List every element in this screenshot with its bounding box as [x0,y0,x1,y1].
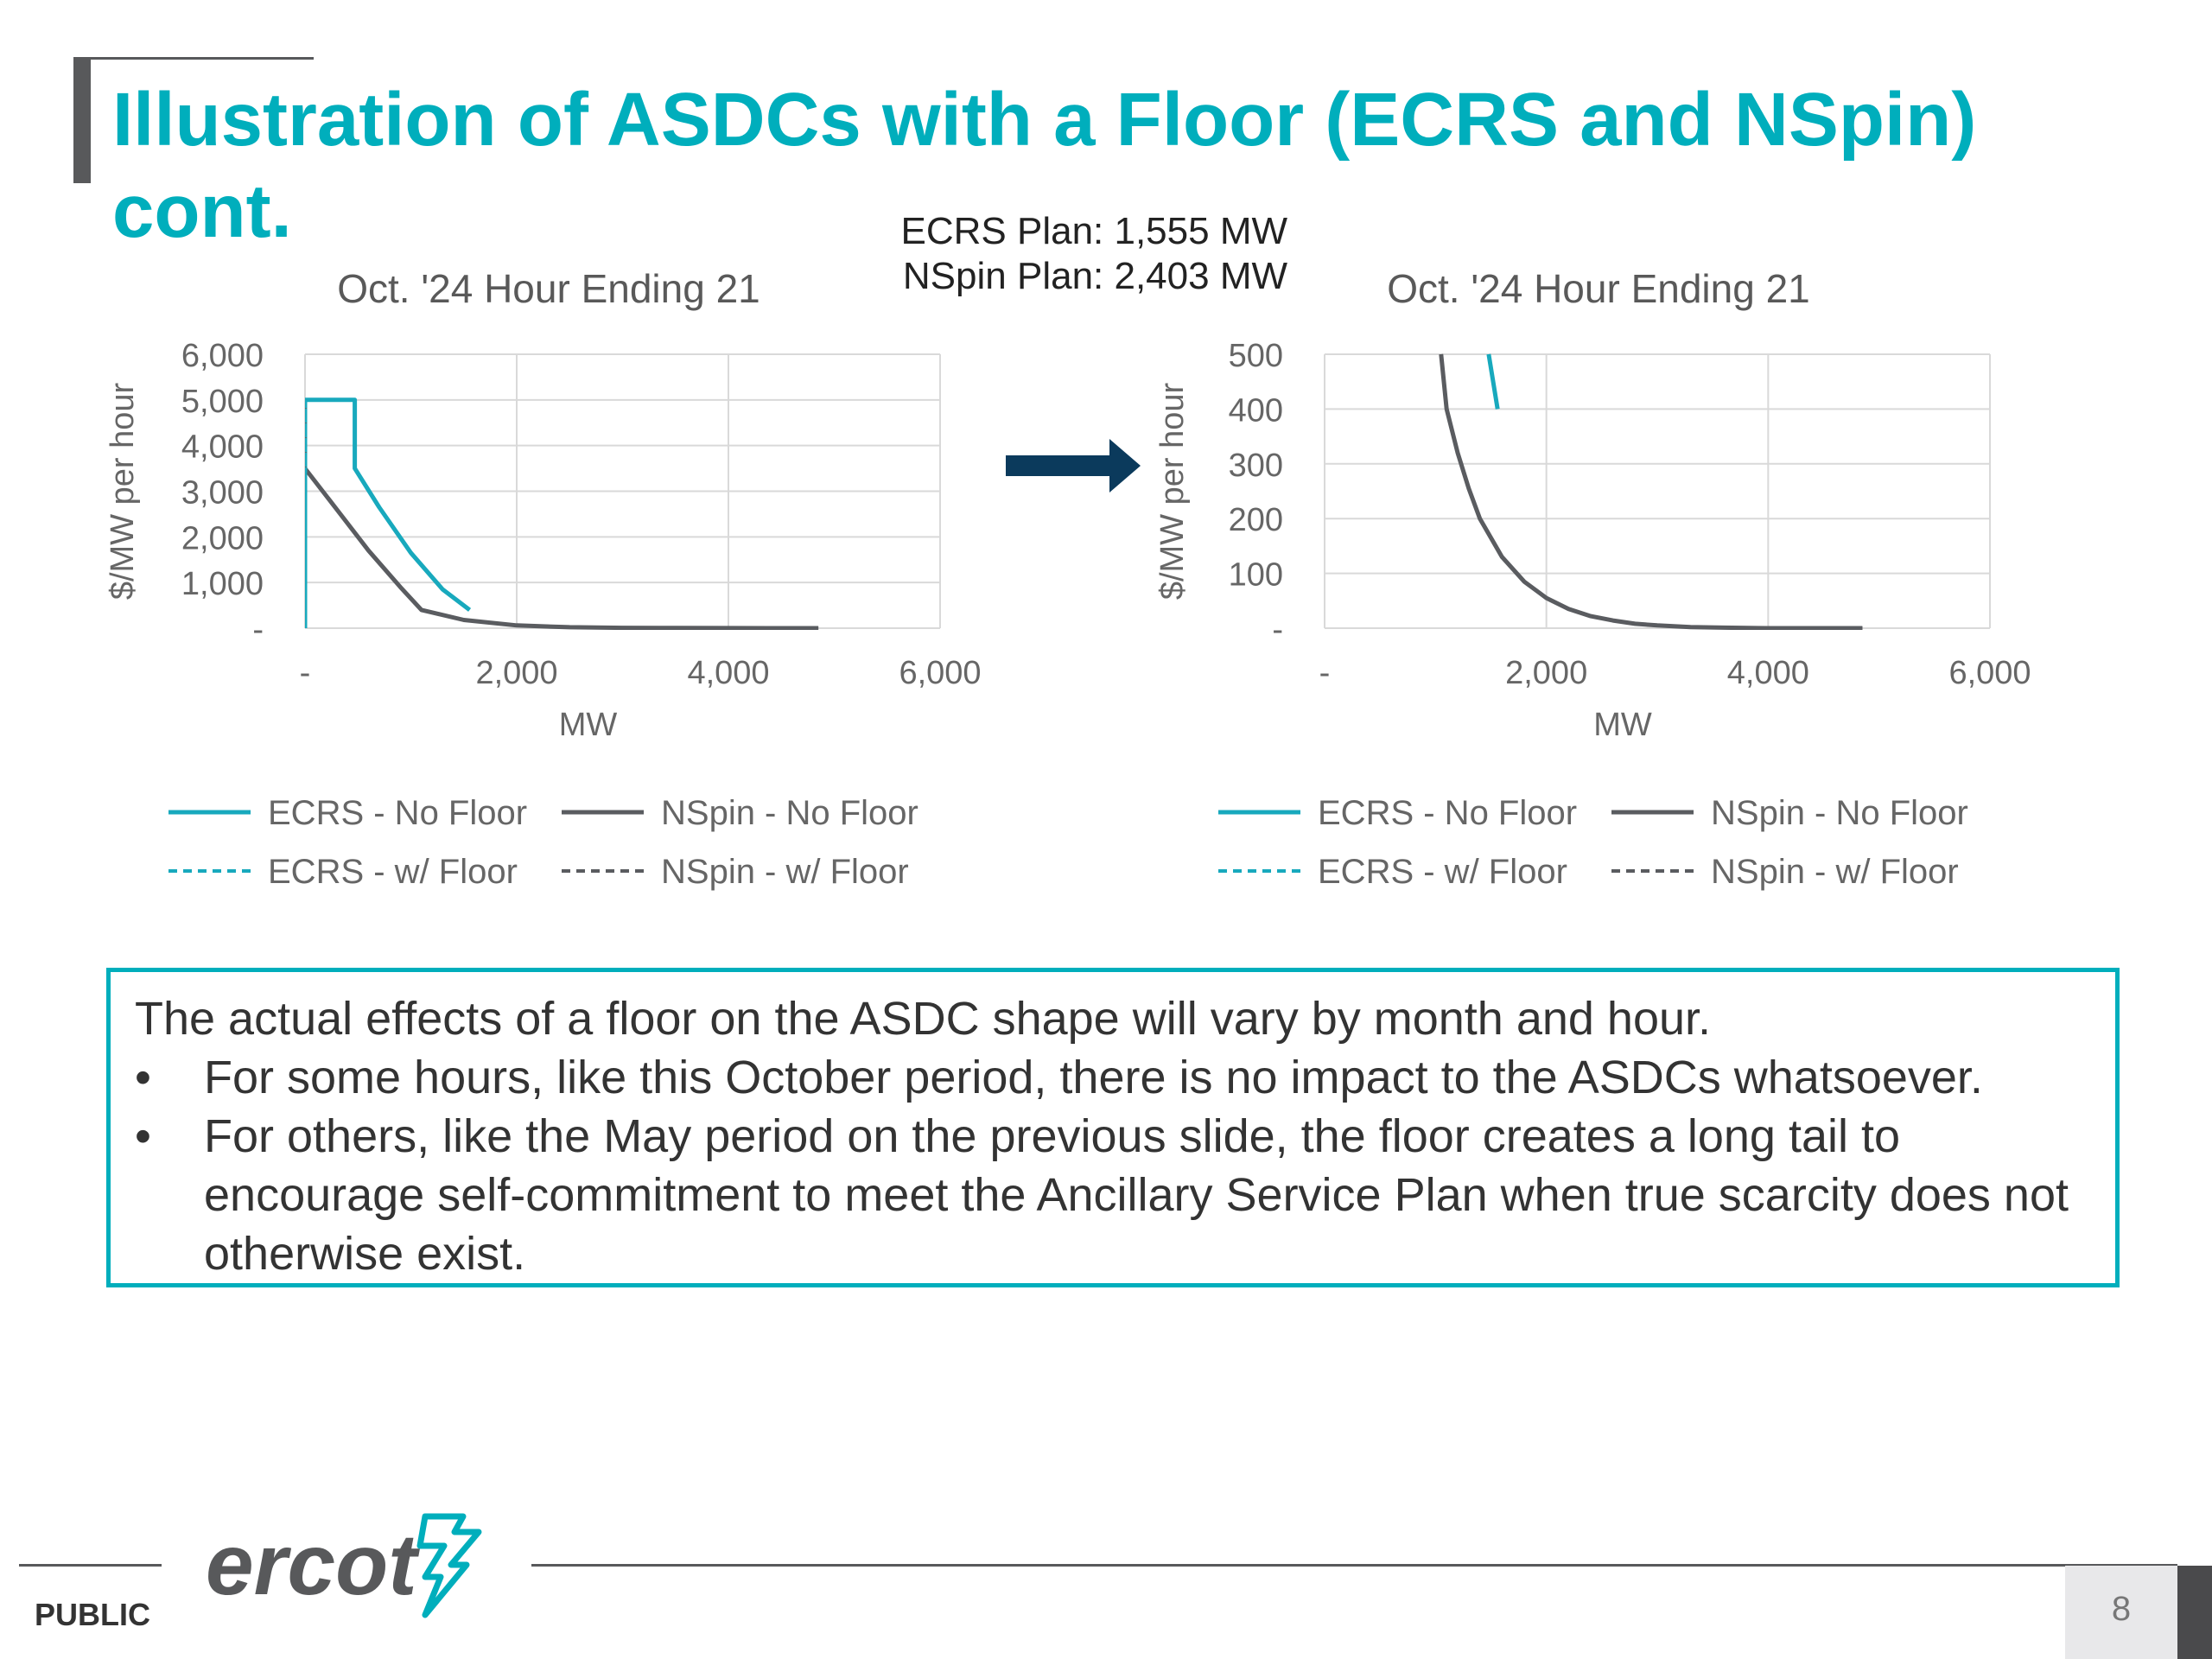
chart-right: Oct. '24 Hour Ending 21 - 100 200 300 400 500 -… [1154,266,2031,891]
legend-label: NSpin - w/ Floor [1711,853,1959,891]
y-tick-label: 100 [1229,557,1283,594]
title-accent-line [73,57,314,60]
legend-label: NSpin - w/ Floor [661,853,909,891]
footer-divider-right [531,1564,2177,1567]
x-tick-label: 2,000 [1505,655,1587,691]
logo-wordmark: ercot [206,1516,420,1613]
x-axis-label: MW [559,707,618,743]
nspin-plan-label: NSpin Plan: 2,403 MW [902,255,1287,297]
y-tick-label: 400 [1229,392,1283,429]
x-tick-label: 6,000 [899,655,981,691]
y-tick-label: 200 [1229,502,1283,538]
y-axis-label: $/MW per hour [1154,383,1191,601]
footer-classification: PUBLIC [35,1597,150,1632]
chart-title: Oct. '24 Hour Ending 21 [337,266,760,311]
page-corner-block [2177,1566,2212,1659]
y-tick-label: 4,000 [181,429,264,466]
legend-label: ECRS - No Floor [1318,794,1577,832]
x-tick-label: 6,000 [1948,655,2031,691]
legend-label: NSpin - No Floor [661,794,918,832]
ecrs-plan-label: ECRS Plan: 1,555 MW [900,210,1288,252]
note-bullets: • For some hours, like this October peri… [135,1048,2089,1283]
note-bullet-item: • For some hours, like this October peri… [135,1048,2089,1107]
title-accent-bar [73,57,91,183]
y-tick-label: - [252,612,264,648]
y-tick-label: 3,000 [181,475,264,512]
page-number-box [2065,1566,2177,1659]
bullet-marker: • [135,1052,151,1103]
x-tick-label: 4,000 [687,655,769,691]
legend-label: ECRS - w/ Floor [1318,853,1567,891]
legend-label: NSpin - No Floor [1711,794,1968,832]
note-bullet-item: • For others, like the May period on the… [135,1107,2089,1283]
legend-label: ECRS - No Floor [268,794,527,832]
x-tick-label: - [300,655,311,691]
x-tick-label: 4,000 [1727,655,1809,691]
legend-label: ECRS - w/ Floor [268,853,518,891]
y-tick-label: 1,000 [181,566,264,602]
y-tick-label: 6,000 [181,338,264,374]
y-tick-label: 2,000 [181,520,264,556]
y-tick-label: 5,000 [181,384,264,420]
logo-lightning-mark [416,1513,482,1618]
slide-title: Illustration of ASDCs with a Floor (ECRS… [112,78,1977,253]
x-axis-label: MW [1593,707,1652,743]
page-number: 8 [2111,1590,2132,1628]
series-line-nspin-w-floor [1439,353,1863,630]
series-line-ecrs-no-floor [305,397,472,628]
y-tick-label: - [1272,612,1283,648]
y-tick-label: 500 [1229,338,1283,374]
chart-title: Oct. '24 Hour Ending 21 [1387,266,1810,311]
chart-left: Oct. '24 Hour Ending 21 - 1,000 2,000 3,000 4… [105,266,982,891]
footer-divider-left [19,1564,162,1567]
series-line-nspin-no-floor [1439,353,1863,630]
x-tick-label: 2,000 [475,655,557,691]
note-box: The actual effects of a floor on the ASD… [106,968,2120,1287]
series-line-ecrs-w-floor [305,397,471,628]
note-bullet-text: For some hours, like this October period… [204,1052,1983,1103]
series-line-ecrs-w-floor [1486,353,1500,410]
y-axis-label: $/MW per hour [105,383,141,601]
plan-summary: ECRS Plan: 1,555 MW NSpin Plan: 2,403 MW [899,209,1288,299]
bullet-marker: • [135,1110,151,1162]
note-intro: The actual effects of a floor on the ASD… [135,993,1712,1045]
note-bullet-text: For others, like the May period on the p… [204,1110,2069,1280]
x-tick-label: - [1319,655,1331,691]
series-line-nspin-w-floor [305,399,819,630]
arrow-right-icon [1006,439,1141,493]
y-tick-label: 300 [1229,448,1283,484]
ercot-logo: ercot [206,1513,482,1618]
